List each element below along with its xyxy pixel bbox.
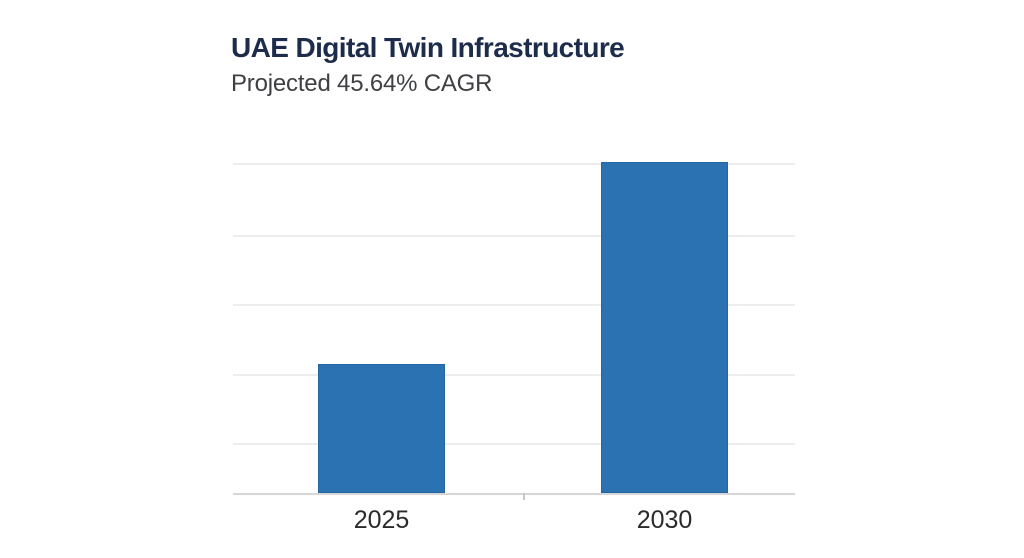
gridline: [233, 163, 795, 165]
chart-subtitle: Projected 45.64% CAGR: [231, 70, 493, 97]
plot-area: 2025 2030: [233, 162, 795, 534]
gridline: [233, 443, 795, 445]
x-axis-tick: [523, 493, 525, 500]
chart-title: UAE Digital Twin Infrastructure: [231, 32, 625, 63]
bar-2025: [318, 364, 445, 493]
bar-2030: [601, 162, 728, 493]
gridline: [233, 235, 795, 237]
gridline: [233, 304, 795, 306]
gridline: [233, 374, 795, 376]
x-axis-label-2030: 2030: [636, 506, 693, 534]
x-axis-label-2025: 2025: [353, 506, 410, 534]
